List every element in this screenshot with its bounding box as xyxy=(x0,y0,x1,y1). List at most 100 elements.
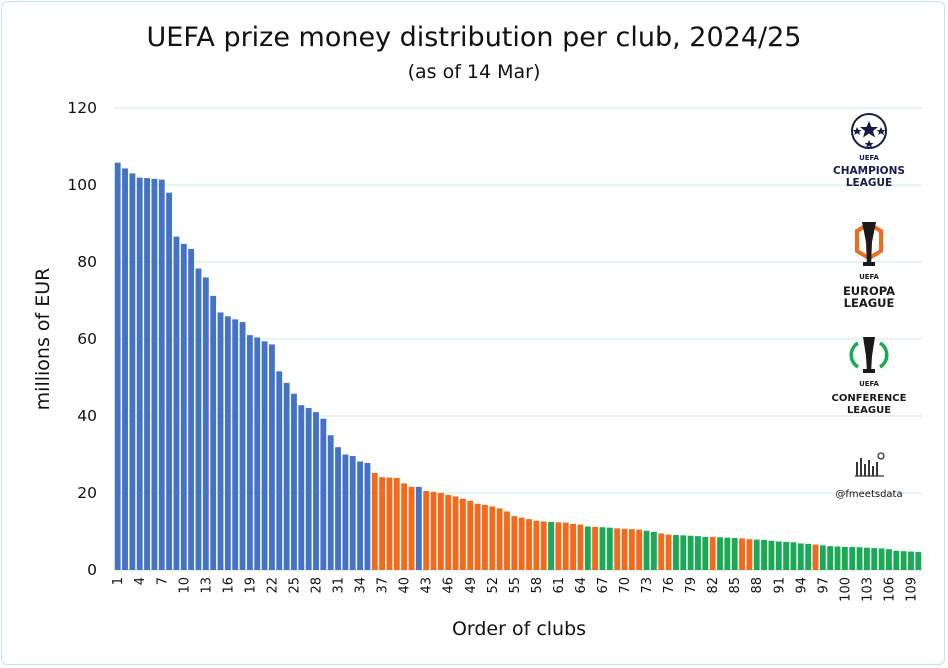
bar-club-99 xyxy=(834,546,841,570)
bar-club-13 xyxy=(202,277,209,570)
bar-club-51 xyxy=(482,504,488,570)
bar-club-104 xyxy=(871,548,878,570)
x-tick-label: 31 xyxy=(332,577,347,594)
bar-club-12 xyxy=(195,268,202,570)
conference-trophy-icon xyxy=(849,337,889,373)
bar-club-3 xyxy=(129,173,136,570)
starball-icon xyxy=(851,113,887,149)
uecl-logo-line2: CONFERENCE xyxy=(832,393,907,404)
bar-club-18 xyxy=(239,322,246,570)
bar-club-87 xyxy=(746,539,753,570)
bar-club-93 xyxy=(790,542,797,570)
bar-club-63 xyxy=(570,523,577,570)
bar-club-54 xyxy=(504,511,510,570)
bar-club-65 xyxy=(584,526,591,570)
bar-club-26 xyxy=(298,405,305,570)
bar-club-77 xyxy=(673,534,679,570)
credit-block: @fmeetsdata xyxy=(835,452,903,500)
x-tick-labels: 1 4 7 10 13 16 19 22 25 28 31 34 37 40 43 46 49 52 55 58 61 6… xyxy=(111,577,919,602)
x-tick-label: 34 xyxy=(354,577,369,594)
bar-club-45 xyxy=(437,493,444,570)
bar-club-39 xyxy=(393,477,400,570)
bar-club-42 xyxy=(415,486,422,570)
bar-club-17 xyxy=(232,319,239,570)
bar-club-59 xyxy=(540,521,547,570)
bar-club-37 xyxy=(379,477,386,570)
bar-club-40 xyxy=(401,483,408,571)
y-axis-label: millions of EUR xyxy=(32,268,54,411)
uel-logo-line3: LEAGUE xyxy=(844,296,895,310)
bar-club-33 xyxy=(349,456,356,570)
uecl-logo-line3: LEAGUE xyxy=(847,405,891,416)
bar-club-73 xyxy=(643,530,650,570)
x-axis-label: Order of clubs xyxy=(452,618,586,640)
bar-club-82 xyxy=(709,536,716,570)
bar-club-41 xyxy=(408,486,415,570)
bar-club-55 xyxy=(511,516,518,570)
x-tick-label: 109 xyxy=(904,577,919,602)
europa-trophy-icon xyxy=(855,222,883,266)
bar-club-64 xyxy=(577,524,584,570)
bar-club-48 xyxy=(459,498,466,570)
x-tick-label: 70 xyxy=(618,577,633,594)
bar-club-90 xyxy=(768,540,775,570)
bar-club-97 xyxy=(819,545,826,570)
bar-club-31 xyxy=(335,447,341,570)
x-tick-label: 61 xyxy=(552,577,567,594)
bar-club-102 xyxy=(856,547,863,570)
bar-club-74 xyxy=(650,531,657,570)
bar-club-20 xyxy=(254,337,261,570)
bar-club-107 xyxy=(893,550,900,570)
bar-club-1 xyxy=(114,162,121,571)
bar-club-6 xyxy=(151,178,158,570)
bar-club-34 xyxy=(357,461,363,570)
y-tick-label: 120 xyxy=(67,99,97,117)
bar-club-21 xyxy=(261,341,268,570)
x-tick-label: 52 xyxy=(486,577,501,594)
uecl-logo-line1: UEFA xyxy=(859,380,879,388)
bar-club-4 xyxy=(136,177,143,570)
bar-club-24 xyxy=(283,382,290,570)
bar-club-91 xyxy=(775,541,782,570)
bar-club-30 xyxy=(327,435,334,570)
bar-club-110 xyxy=(915,551,922,570)
x-tick-label: 25 xyxy=(287,577,302,594)
bar-club-75 xyxy=(658,533,665,570)
ucl-logo-line3: LEAGUE xyxy=(846,177,892,189)
bar-club-14 xyxy=(210,295,217,570)
x-tick-label: 64 xyxy=(574,577,589,594)
bar-club-98 xyxy=(827,546,834,570)
ucl-logo-line2: CHAMPIONS xyxy=(833,165,905,177)
bar-club-11 xyxy=(188,248,195,570)
bar-club-5 xyxy=(144,178,150,570)
bar-club-52 xyxy=(489,506,496,570)
x-tick-label: 37 xyxy=(376,577,391,594)
bar-club-95 xyxy=(805,543,812,570)
bar-club-2 xyxy=(122,168,128,570)
bar-club-56 xyxy=(518,517,525,570)
bar-club-78 xyxy=(680,535,687,570)
bar-club-88 xyxy=(753,539,760,570)
champions-league-logo: UEFA CHAMPIONS LEAGUE xyxy=(833,113,905,189)
bar-club-46 xyxy=(445,494,452,570)
bar-club-15 xyxy=(217,312,224,570)
credit-text: @fmeetsdata xyxy=(835,489,902,500)
bar-club-79 xyxy=(687,535,694,570)
bar-club-69 xyxy=(614,528,621,570)
x-tick-label: 79 xyxy=(684,577,699,594)
bar-club-50 xyxy=(474,503,481,570)
x-tick-label: 22 xyxy=(265,577,280,594)
bar-club-43 xyxy=(423,491,430,570)
x-tick-label: 94 xyxy=(794,577,809,594)
x-tick-label: 103 xyxy=(860,577,875,602)
x-tick-label: 7 xyxy=(155,577,170,585)
bar-club-96 xyxy=(812,544,819,570)
bar-club-86 xyxy=(739,538,745,570)
bar-club-94 xyxy=(797,543,804,570)
conference-league-logo: UEFA CONFERENCE LEAGUE xyxy=(832,337,907,416)
bar-club-19 xyxy=(246,335,253,570)
y-tick-labels: 0 20 40 60 80 100 120 xyxy=(67,99,97,579)
bar-club-85 xyxy=(731,538,738,570)
bar-club-49 xyxy=(467,500,474,570)
